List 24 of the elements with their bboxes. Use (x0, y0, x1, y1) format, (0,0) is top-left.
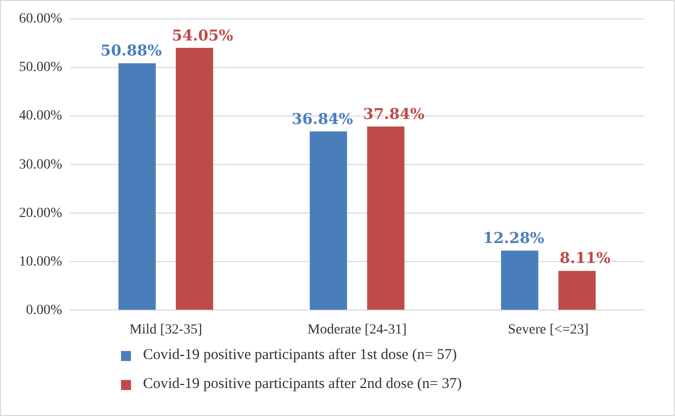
data-label: 37.84% (363, 104, 424, 123)
y-tick-label: 20.00% (18, 206, 62, 221)
data-label: 50.88% (100, 42, 162, 60)
bar (310, 131, 348, 310)
bar (558, 270, 596, 310)
x-tick-label: Mild [32-35] (129, 322, 202, 338)
x-tick-label: Moderate [24-31] (308, 322, 407, 338)
bar (176, 48, 214, 310)
data-label: 54.05% (172, 26, 234, 44)
x-tick-label: Severe [<=23] (508, 322, 589, 338)
bar (118, 63, 156, 310)
y-tick-label: 60.00% (18, 12, 62, 27)
legend-label: Covid-19 positive participants after 1st dose (n= 57) (143, 347, 457, 364)
bar (367, 126, 404, 310)
data-label: 36.84% (292, 110, 354, 128)
data-label: 12.28% (483, 228, 544, 247)
data-label: 8.11% (560, 249, 610, 268)
y-tick-label: 10.00% (18, 254, 62, 270)
legend-label: Covid-19 positive participants after 2nd dose (n= 37) (143, 376, 462, 393)
y-tick-label: 50.00% (18, 60, 62, 76)
y-tick-label: 40.00% (18, 108, 62, 124)
y-tick-label: 30.00% (18, 157, 62, 172)
bar (501, 250, 538, 310)
y-tick-label: 0.00% (26, 302, 62, 318)
